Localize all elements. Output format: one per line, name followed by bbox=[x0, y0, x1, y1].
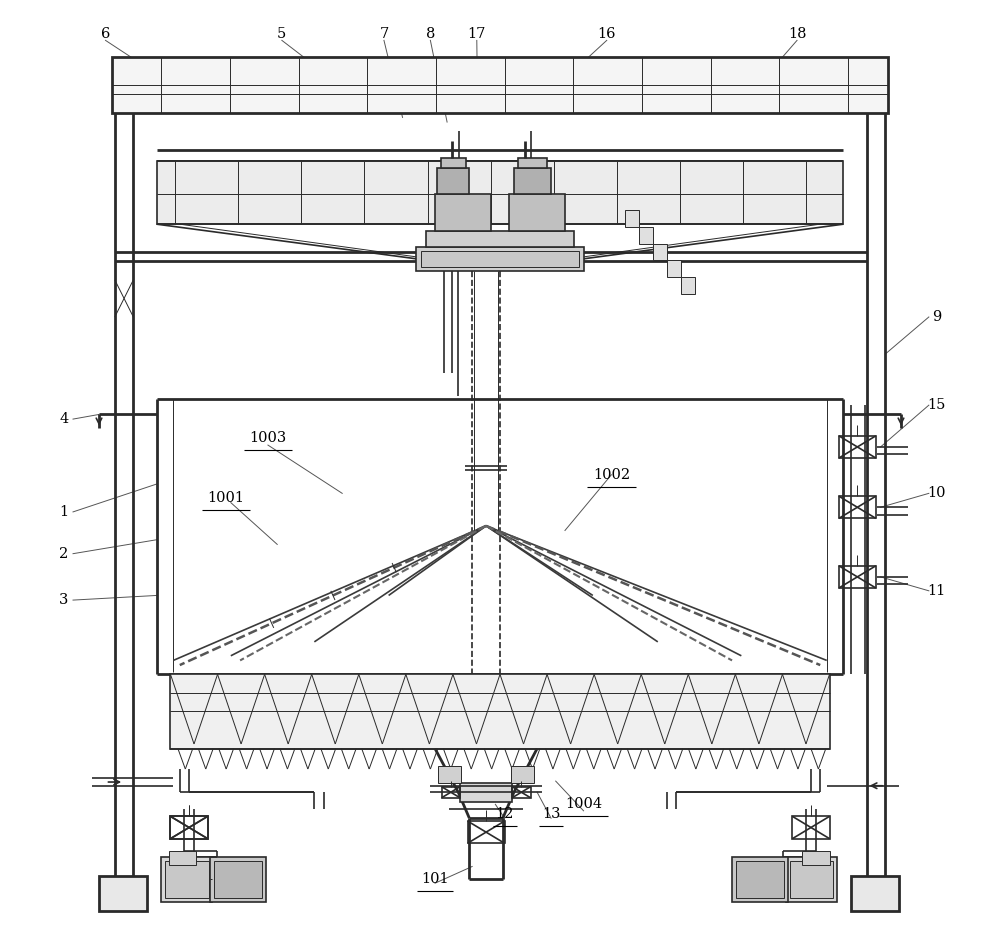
Bar bbox=[639, 227, 653, 244]
Bar bbox=[792, 816, 830, 839]
Bar bbox=[839, 496, 876, 519]
Bar bbox=[214, 861, 262, 898]
Text: 1: 1 bbox=[59, 505, 68, 519]
Text: 1004: 1004 bbox=[565, 797, 602, 811]
Bar bbox=[802, 851, 830, 865]
Text: 1001: 1001 bbox=[208, 491, 245, 505]
Bar bbox=[437, 168, 469, 194]
Bar bbox=[511, 766, 534, 783]
Text: 12: 12 bbox=[495, 806, 514, 820]
Bar bbox=[165, 861, 209, 898]
Text: 1003: 1003 bbox=[249, 431, 287, 445]
Bar bbox=[839, 566, 876, 588]
Bar bbox=[441, 158, 466, 168]
Bar bbox=[681, 277, 695, 294]
Bar bbox=[790, 861, 833, 898]
Bar bbox=[157, 161, 843, 224]
Text: 2: 2 bbox=[59, 546, 68, 560]
Bar bbox=[460, 783, 512, 802]
Bar bbox=[468, 821, 505, 843]
Text: 6: 6 bbox=[101, 27, 110, 41]
Bar bbox=[170, 816, 208, 839]
Bar bbox=[169, 851, 196, 865]
Bar bbox=[442, 787, 460, 798]
Text: 13: 13 bbox=[542, 806, 560, 820]
Bar bbox=[210, 857, 266, 902]
Text: 5: 5 bbox=[277, 27, 286, 41]
Text: 9: 9 bbox=[932, 310, 941, 324]
Bar bbox=[512, 787, 531, 798]
Bar bbox=[416, 248, 584, 271]
Bar bbox=[518, 158, 547, 168]
Text: 16: 16 bbox=[597, 27, 616, 41]
Text: 10: 10 bbox=[927, 486, 946, 500]
Text: 1002: 1002 bbox=[593, 467, 630, 481]
Bar bbox=[509, 194, 565, 231]
Bar bbox=[839, 436, 876, 458]
Text: 8: 8 bbox=[426, 27, 435, 41]
Text: 4: 4 bbox=[59, 412, 68, 426]
Text: 3: 3 bbox=[59, 593, 68, 607]
Bar bbox=[667, 261, 681, 277]
Text: 17: 17 bbox=[468, 27, 486, 41]
Bar bbox=[421, 251, 579, 267]
Bar bbox=[438, 766, 461, 783]
Bar bbox=[786, 857, 837, 902]
Bar bbox=[653, 244, 667, 261]
Bar bbox=[112, 57, 888, 113]
Text: 11: 11 bbox=[927, 584, 945, 598]
Bar bbox=[625, 210, 639, 227]
Bar bbox=[99, 876, 147, 911]
Bar bbox=[426, 231, 574, 248]
Bar bbox=[732, 857, 788, 902]
Bar bbox=[170, 816, 208, 839]
Bar bbox=[736, 861, 784, 898]
Text: 101: 101 bbox=[421, 871, 449, 885]
Bar bbox=[514, 168, 551, 194]
Bar bbox=[851, 876, 899, 911]
Bar bbox=[170, 674, 830, 749]
Text: 15: 15 bbox=[927, 398, 945, 412]
Bar bbox=[435, 194, 491, 231]
Text: 18: 18 bbox=[788, 27, 806, 41]
Bar bbox=[161, 857, 212, 902]
Text: 7: 7 bbox=[379, 27, 389, 41]
